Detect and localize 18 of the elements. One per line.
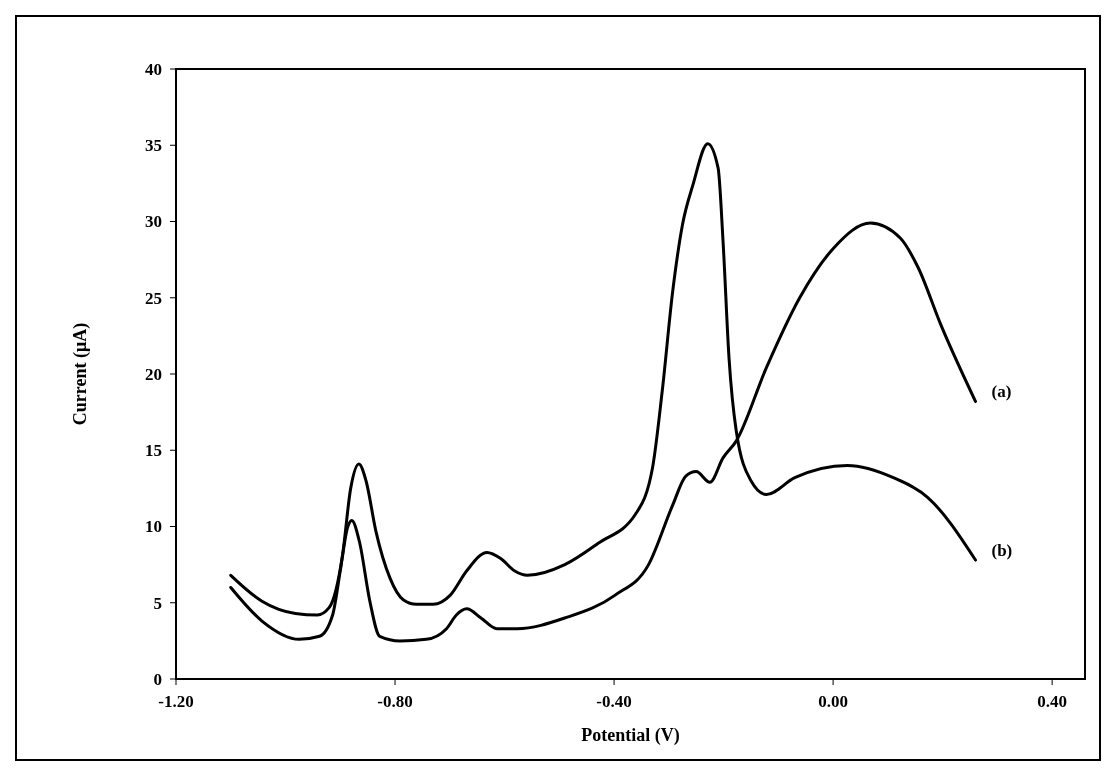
y-tick-label: 5 [153, 593, 162, 613]
y-tick-label: 20 [145, 364, 162, 384]
x-axis-title: Potential (V) [581, 725, 680, 746]
x-tick-label: -1.20 [158, 692, 194, 711]
y-axis-title: Current (μA) [70, 322, 91, 426]
y-tick-label: 10 [145, 517, 162, 537]
y-tick-label: 30 [145, 212, 162, 232]
y-tick-label: 25 [145, 288, 162, 308]
y-tick-label: 15 [145, 441, 162, 461]
series-label: (a) [991, 382, 1012, 402]
y-tick-label: 0 [153, 669, 162, 689]
x-tick-label: 0.40 [1037, 692, 1068, 711]
y-tick-label: 35 [145, 136, 162, 156]
series-label: (b) [991, 541, 1013, 561]
y-tick-label: 40 [145, 59, 162, 79]
x-tick-label: -0.40 [596, 692, 632, 711]
x-tick-label: -0.80 [377, 692, 413, 711]
x-tick-label: 0.00 [818, 692, 848, 711]
